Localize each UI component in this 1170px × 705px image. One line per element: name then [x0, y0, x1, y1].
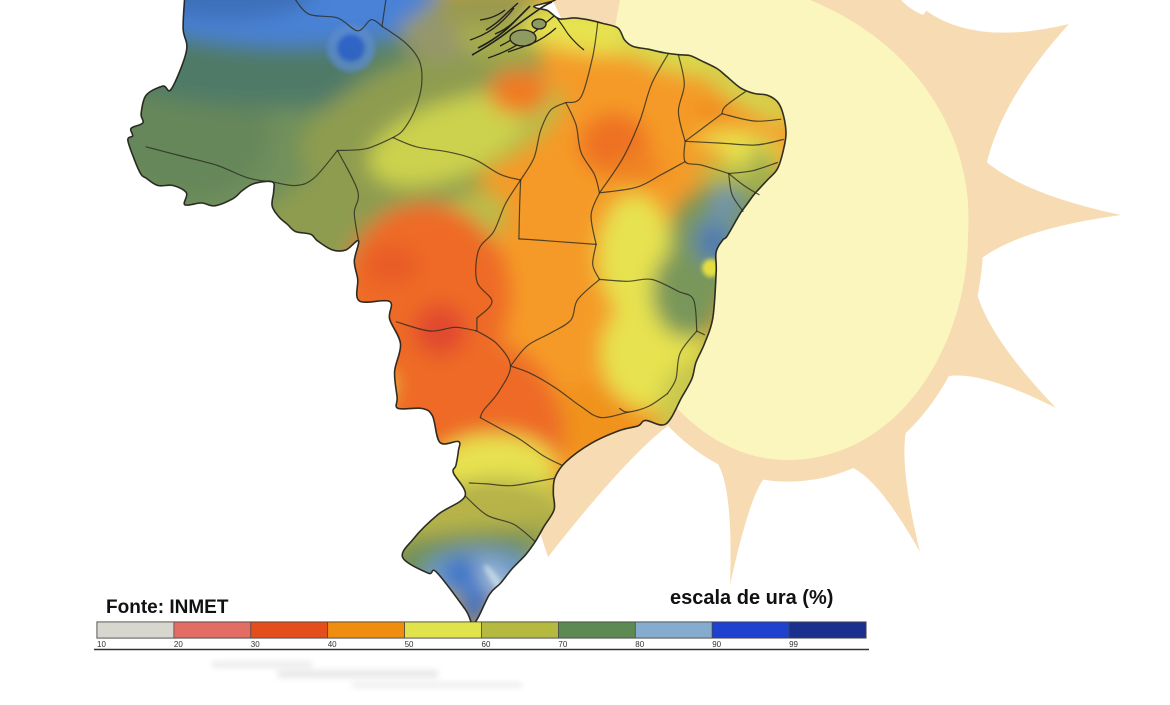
svg-text:Fonte: INMET: Fonte: INMET: [106, 597, 229, 618]
svg-text:20: 20: [174, 640, 183, 649]
svg-text:50: 50: [405, 640, 414, 649]
svg-text:10: 10: [97, 640, 106, 649]
svg-text:escala de ura (%): escala de ura (%): [670, 587, 833, 609]
svg-text:40: 40: [328, 640, 337, 649]
svg-text:99: 99: [789, 640, 798, 649]
svg-text:70: 70: [558, 640, 567, 649]
svg-text:90: 90: [712, 640, 721, 649]
svg-text:30: 30: [251, 640, 260, 649]
svg-text:80: 80: [635, 640, 644, 649]
svg-text:60: 60: [482, 640, 491, 649]
